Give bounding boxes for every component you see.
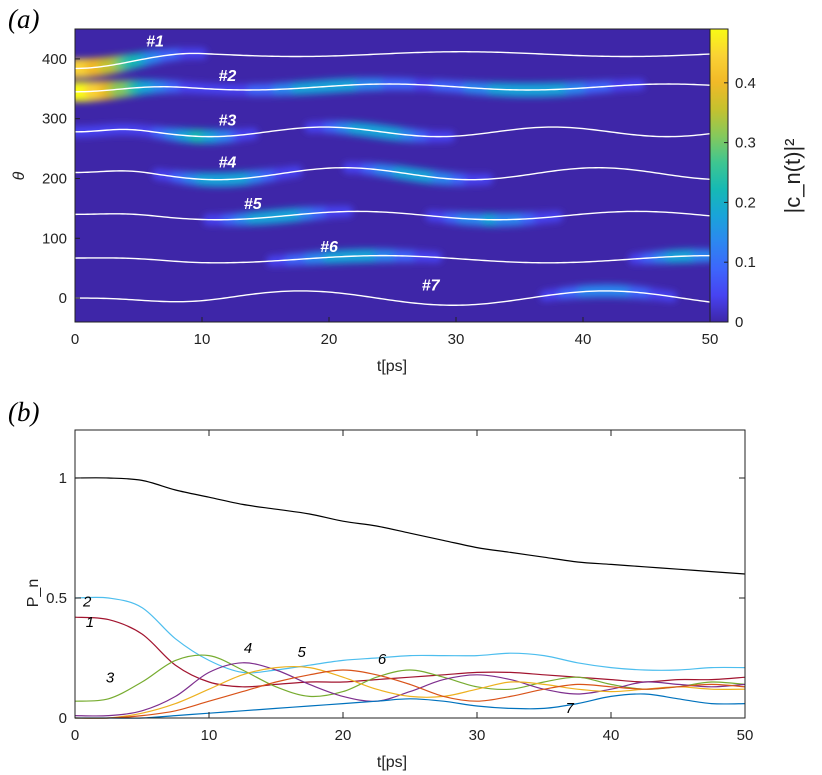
series-line-5 — [74, 665, 746, 719]
trajectory-line-6 — [75, 254, 710, 264]
y-tick-label: 0 — [59, 710, 67, 727]
series-line-total — [74, 477, 746, 575]
x-tick-label: 30 — [448, 331, 465, 348]
curve-label-5: 5 — [297, 644, 306, 661]
trajectory-line-4 — [75, 167, 710, 181]
x-tick-label: 50 — [737, 727, 754, 744]
trajectory-labels: #1 #2 #3 #4 #5 #6 #7 — [146, 33, 440, 294]
colorbar-tick-label: 0.4 — [735, 75, 756, 92]
curve-label-2: 2 — [82, 593, 92, 610]
x-tick-label: 10 — [194, 331, 211, 348]
x-tick-label: 40 — [575, 331, 592, 348]
y-tick-label: 100 — [42, 230, 67, 247]
x-tick-label: 30 — [469, 727, 486, 744]
series-line-7 — [75, 693, 746, 719]
trajectory-label-1: #1 — [146, 33, 164, 50]
curve-label-3: 3 — [106, 669, 115, 686]
series-line-2 — [74, 596, 746, 674]
line-plot-y-label: P_n — [25, 579, 42, 607]
heatmap-x-ticks: 0 10 20 30 40 50 — [71, 317, 719, 348]
colorbar-label: |c_n(t)|² — [780, 139, 805, 214]
trajectory-line-5 — [75, 210, 710, 221]
curve-labels: 2 1 3 4 5 6 7 — [82, 593, 574, 717]
trajectory-label-2: #2 — [219, 68, 237, 85]
trajectory-label-3: #3 — [219, 112, 237, 129]
line-series-group — [74, 477, 746, 719]
panel-b-label: (b) — [8, 397, 39, 427]
y-tick-label: 0.5 — [46, 590, 67, 607]
line-plot-background — [75, 430, 745, 718]
y-tick-label: 200 — [42, 170, 67, 187]
trajectory-line-7 — [75, 290, 710, 306]
colorbar — [709, 28, 729, 323]
x-tick-label: 0 — [71, 727, 79, 744]
line-plot-x-label: t[ps] — [377, 754, 407, 771]
colorbar-tick-label: 0.2 — [735, 194, 756, 211]
colorbar-tick-label: 0.1 — [735, 254, 756, 271]
trajectory-lines — [75, 51, 710, 306]
heatmap-y-ticks: 0 100 200 300 400 — [42, 51, 80, 307]
line-plot-x-ticks: 0 10 20 30 40 50 — [71, 430, 754, 744]
heatmap-y-label: θ — [11, 171, 28, 180]
line-plot-frame — [74, 429, 746, 719]
x-tick-label: 40 — [603, 727, 620, 744]
series-line-1 — [74, 616, 746, 688]
curve-label-1: 1 — [86, 614, 94, 631]
trajectory-label-5: #5 — [244, 196, 263, 213]
colorbar-tick-label: 0 — [735, 314, 743, 331]
y-tick-label: 300 — [42, 111, 67, 128]
trajectory-label-7: #7 — [422, 277, 441, 294]
x-tick-label: 20 — [321, 331, 338, 348]
heatmap-x-label: t[ps] — [377, 358, 407, 375]
series-line-4 — [74, 662, 746, 717]
trajectory-label-6: #6 — [320, 239, 338, 256]
panel-a-label: (a) — [8, 4, 39, 34]
trajectory-label-4: #4 — [219, 155, 237, 172]
curve-label-7: 7 — [565, 700, 574, 717]
trajectory-line-3 — [75, 126, 710, 138]
series-line-6 — [74, 669, 746, 719]
curve-label-4: 4 — [244, 640, 252, 657]
curve-label-6: 6 — [378, 651, 387, 668]
trajectory-line-1 — [75, 51, 710, 70]
colorbar-tick-label: 0.3 — [735, 135, 756, 152]
x-tick-label: 20 — [335, 727, 352, 744]
trajectory-line-2 — [75, 83, 710, 93]
y-tick-label: 1 — [59, 470, 67, 487]
colorbar-ticks: 0 0.1 0.2 0.3 0.4 — [724, 75, 756, 331]
x-tick-label: 50 — [702, 331, 719, 348]
y-tick-label: 400 — [42, 51, 67, 68]
x-tick-label: 10 — [201, 727, 218, 744]
line-plot-y-ticks: 00.51 — [46, 470, 745, 727]
y-tick-label: 0 — [59, 290, 67, 307]
x-tick-label: 0 — [71, 331, 79, 348]
